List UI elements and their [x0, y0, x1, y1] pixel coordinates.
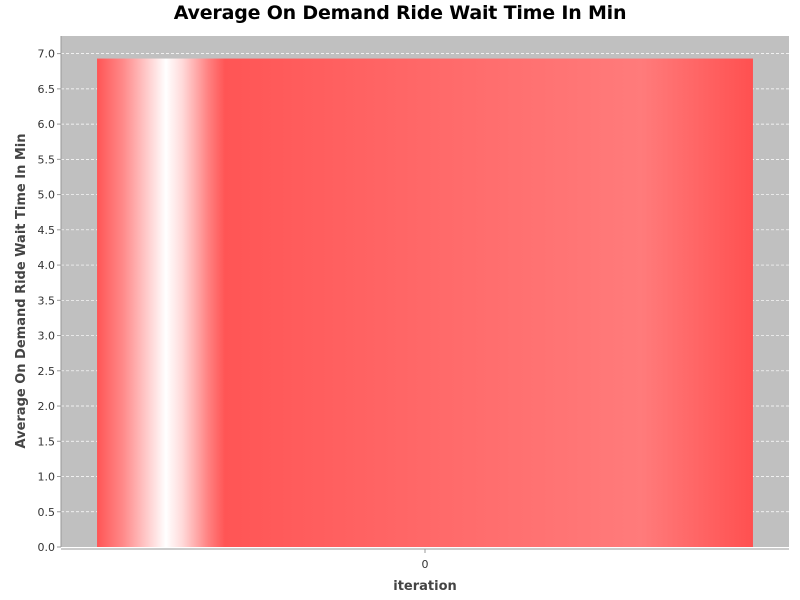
- x-axis-label: iteration: [393, 579, 457, 594]
- y-axis: 0.0 0.5 1.0 1.5 2.0 2.5 3.0 3.5 4.0 4.5 5.0 5.5 6.0 6…: [38, 36, 62, 554]
- y-tick-label: 4.0: [38, 259, 56, 272]
- x-axis: 0: [61, 548, 789, 571]
- bars: [97, 58, 753, 548]
- y-tick-label: 0.5: [38, 506, 56, 519]
- y-tick-label: 4.5: [38, 224, 56, 237]
- y-tick-label: 2.0: [38, 400, 56, 413]
- x-tick-label: 0: [422, 558, 429, 571]
- y-tick-label: 5.5: [38, 153, 56, 166]
- y-tick-label: 0.0: [38, 541, 56, 554]
- y-tick-label: 3.5: [38, 294, 56, 307]
- y-tick-label: 5.0: [38, 189, 56, 202]
- chart-title: Average On Demand Ride Wait Time In Min: [173, 2, 627, 24]
- y-tick-label: 7.0: [38, 48, 56, 61]
- y-axis-label: Average On Demand Ride Wait Time In Min: [14, 133, 29, 448]
- y-tick-label: 6.5: [38, 83, 56, 96]
- y-tick-label: 2.5: [38, 365, 56, 378]
- y-tick-label: 1.5: [38, 435, 56, 448]
- bar-0: [97, 58, 753, 548]
- y-tick-label: 3.0: [38, 330, 56, 343]
- y-tick-label: 6.0: [38, 118, 56, 131]
- y-tick-label: 1.0: [38, 471, 56, 484]
